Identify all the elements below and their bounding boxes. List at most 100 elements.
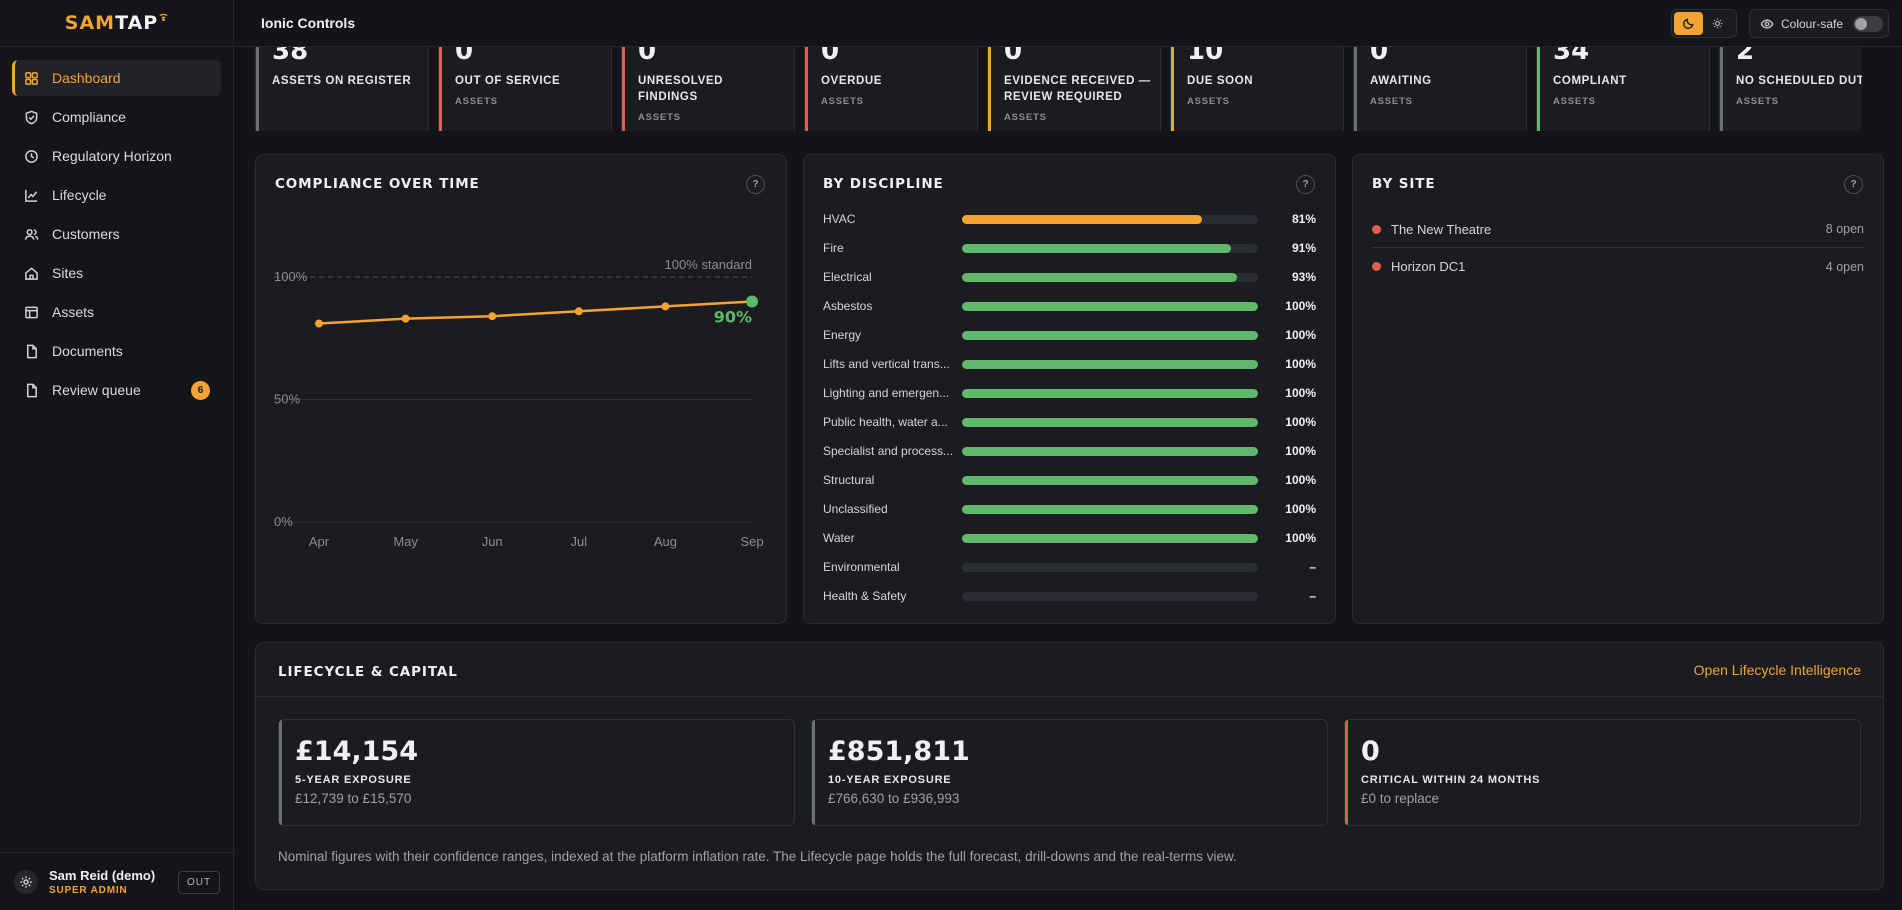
kpi-card[interactable]: 34 COMPLIANT ASSETS (1536, 47, 1710, 131)
sidebar-nav: Dashboard Compliance Regulatory Horizon … (0, 47, 233, 408)
sidebar-item-regulatory-horizon[interactable]: Regulatory Horizon (12, 138, 221, 174)
site-row[interactable]: Horizon DC1 4 open (1372, 248, 1864, 285)
logo[interactable]: SAMTAP (0, 0, 233, 47)
discipline-name: Lifts and vertical trans... (823, 357, 950, 371)
exposure-card[interactable]: £14,154 5-YEAR EXPOSURE £12,739 to £15,570 (278, 719, 795, 826)
kpi-card[interactable]: 0 AWAITING ASSETS (1353, 47, 1527, 131)
kpi-card[interactable]: 10 DUE SOON ASSETS (1170, 47, 1344, 131)
help-icon[interactable]: ? (1296, 175, 1315, 194)
discipline-pct: 100% (1285, 386, 1316, 400)
kpi-sub: ASSETS (455, 96, 498, 107)
kpi-card[interactable]: 38 ASSETS ON REGISTER (255, 47, 429, 131)
discipline-row[interactable]: Fire 91% (823, 238, 1316, 258)
sidebar-item-review-queue[interactable]: Review queue 6 (12, 372, 221, 408)
discipline-pct: 93% (1291, 270, 1316, 284)
sidebar-item-compliance[interactable]: Compliance (12, 99, 221, 135)
kpi-card[interactable]: 2 NO SCHEDULED DUTY ASSETS (1719, 47, 1862, 131)
logo-part1: SAM (64, 12, 116, 34)
discipline-pct: 100% (1285, 415, 1316, 429)
theme-toggle (1671, 9, 1737, 38)
series-line (318, 300, 753, 325)
topbar: Ionic Controls Colour-safe (235, 0, 1902, 47)
discipline-bar (962, 301, 1258, 311)
discipline-row[interactable]: HVAC 81% (823, 209, 1316, 229)
trend-icon (25, 189, 38, 202)
sidebar-item-lifecycle[interactable]: Lifecycle (12, 177, 221, 213)
sidebar-item-dashboard[interactable]: Dashboard (12, 60, 221, 96)
discipline-row[interactable]: Electrical 93% (823, 267, 1316, 287)
discipline-row[interactable]: Structural 100% (823, 470, 1316, 490)
discipline-bar-fill (962, 504, 1258, 514)
eye-icon (1760, 18, 1774, 29)
discipline-row[interactable]: Lighting and emergen... 100% (823, 383, 1316, 403)
discipline-bar (962, 417, 1258, 427)
discipline-pct: 91% (1291, 241, 1316, 255)
dark-mode-button[interactable] (1674, 12, 1703, 35)
kpi-accent (256, 47, 259, 131)
data-point (661, 302, 670, 311)
sidebar-item-documents[interactable]: Documents (12, 333, 221, 369)
kpi-card[interactable]: 0 OUT OF SERVICE ASSETS (438, 47, 612, 131)
discipline-pct: 81% (1291, 212, 1316, 226)
home-icon (25, 266, 38, 280)
discipline-bar-fill (962, 272, 1238, 282)
kpi-accent (439, 47, 442, 131)
sidebar-item-assets[interactable]: Assets (12, 294, 221, 330)
site-row[interactable]: The New Theatre 8 open (1372, 211, 1864, 248)
discipline-name: Unclassified (823, 502, 888, 516)
critical-card[interactable]: 0 CRITICAL WITHIN 24 MONTHS £0 to replace (1344, 719, 1861, 826)
discipline-row[interactable]: Environmental – (823, 557, 1316, 577)
kpi-card[interactable]: 0 OVERDUE ASSETS (804, 47, 978, 131)
sidebar-item-label: Compliance (52, 109, 126, 125)
sidebar-item-customers[interactable]: Customers (12, 216, 221, 252)
discipline-row[interactable]: Energy 100% (823, 325, 1316, 345)
discipline-row[interactable]: Health & Safety – (823, 586, 1316, 606)
kpi-value: 0 (1004, 47, 1023, 66)
discipline-row[interactable]: Lifts and vertical trans... 100% (823, 354, 1316, 374)
exposure-card[interactable]: £851,811 10-YEAR EXPOSURE £766,630 to £936… (811, 719, 1328, 826)
kpi-accent (988, 47, 991, 131)
discipline-row[interactable]: Specialist and process... 100% (823, 441, 1316, 461)
site-name: The New Theatre (1391, 221, 1492, 237)
review-count-badge: 6 (191, 380, 210, 400)
discipline-name: Specialist and process... (823, 444, 954, 458)
site-open-count: 4 open (1825, 259, 1864, 274)
users-icon (24, 228, 39, 240)
data-point (746, 295, 758, 308)
discipline-row[interactable]: Water 100% (823, 528, 1316, 548)
help-icon[interactable]: ? (746, 175, 765, 194)
kpi-card[interactable]: 0 UNRESOLVED FINDINGS ASSETS (621, 47, 795, 131)
x-tick-label: Sep (740, 534, 763, 549)
sign-out-button[interactable]: OUT (178, 871, 220, 894)
card-label: CRITICAL WITHIN 24 MONTHS (1361, 774, 1541, 786)
discipline-bar (962, 475, 1258, 485)
settings-button[interactable] (14, 869, 38, 894)
discipline-row[interactable]: Unclassified 100% (823, 499, 1316, 519)
kpi-accent (805, 47, 808, 131)
discipline-bar (962, 388, 1258, 398)
kpi-sub: ASSETS (1187, 96, 1230, 107)
open-lifecycle-link[interactable]: Open Lifecycle Intelligence (1693, 662, 1861, 678)
kpi-label: OVERDUE (821, 75, 883, 87)
lifecycle-panel: LIFECYCLE & CAPITAL Open Lifecycle Intel… (255, 642, 1884, 890)
discipline-bar-fill (962, 243, 1232, 253)
light-mode-button[interactable] (1703, 12, 1732, 35)
discipline-row[interactable]: Asbestos 100% (823, 296, 1316, 316)
discipline-pct: 100% (1285, 357, 1316, 371)
kpi-sub: ASSETS (1553, 96, 1596, 107)
moon-icon (1683, 18, 1694, 29)
discipline-row[interactable]: Public health, water a... 100% (823, 412, 1316, 432)
x-tick-label: Apr (309, 534, 330, 549)
sidebar-item-label: Sites (52, 265, 84, 281)
y-tick-label: 50% (274, 392, 300, 407)
discipline-bar (962, 562, 1258, 572)
card-label: 5-YEAR EXPOSURE (295, 774, 412, 786)
grid-icon (25, 71, 38, 85)
lifecycle-note: Nominal figures with their confidence ra… (278, 849, 1237, 864)
colour-safe-toggle[interactable]: Colour-safe (1749, 9, 1889, 38)
sidebar-item-sites[interactable]: Sites (12, 255, 221, 291)
kpi-card[interactable]: 0 EVIDENCE RECEIVED — REVIEW REQUIRED ASSE… (987, 47, 1161, 131)
help-icon[interactable]: ? (1844, 175, 1863, 194)
colour-safe-switch[interactable] (1853, 15, 1884, 32)
y-tick-label: 0% (274, 514, 293, 529)
